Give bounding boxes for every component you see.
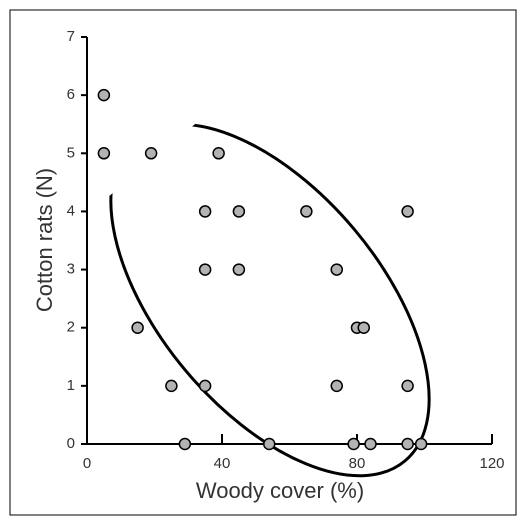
point bbox=[232, 263, 246, 276]
point bbox=[97, 147, 111, 160]
frame bbox=[9, 9, 517, 516]
point bbox=[165, 379, 178, 393]
point bbox=[401, 437, 414, 451]
point bbox=[212, 147, 225, 160]
point bbox=[198, 205, 212, 218]
y-tick-label: 1 bbox=[67, 377, 75, 394]
x-tick-label: 40 bbox=[214, 455, 231, 472]
point bbox=[364, 437, 377, 451]
point bbox=[97, 88, 111, 102]
point bbox=[178, 437, 192, 451]
point bbox=[401, 379, 414, 393]
y-tick-label: 3 bbox=[67, 261, 75, 278]
y-tick-label: 0 bbox=[67, 435, 75, 452]
point bbox=[198, 379, 212, 393]
confidence-ellipse bbox=[109, 122, 431, 478]
point bbox=[330, 263, 343, 276]
point bbox=[357, 321, 370, 334]
point bbox=[401, 205, 414, 218]
y-tick-label: 6 bbox=[67, 86, 75, 103]
point bbox=[232, 205, 246, 218]
x-tick-label: 80 bbox=[349, 455, 366, 472]
y-tick-label: 5 bbox=[67, 144, 75, 161]
point bbox=[144, 147, 158, 160]
point bbox=[347, 437, 360, 451]
x-axis-title: Woody cover (%) bbox=[196, 478, 364, 503]
point bbox=[414, 437, 428, 451]
x-tick-label: 0 bbox=[83, 455, 91, 472]
point bbox=[330, 379, 343, 393]
point bbox=[300, 205, 313, 218]
point bbox=[263, 437, 276, 451]
point bbox=[131, 321, 144, 334]
point bbox=[198, 263, 212, 276]
x-tick-label: 120 bbox=[479, 455, 504, 472]
y-tick-label: 7 bbox=[67, 28, 75, 45]
y-axis-title: Cotton rats (N) bbox=[32, 168, 57, 312]
y-tick-label: 4 bbox=[67, 202, 75, 219]
y-tick-label: 2 bbox=[67, 319, 75, 336]
